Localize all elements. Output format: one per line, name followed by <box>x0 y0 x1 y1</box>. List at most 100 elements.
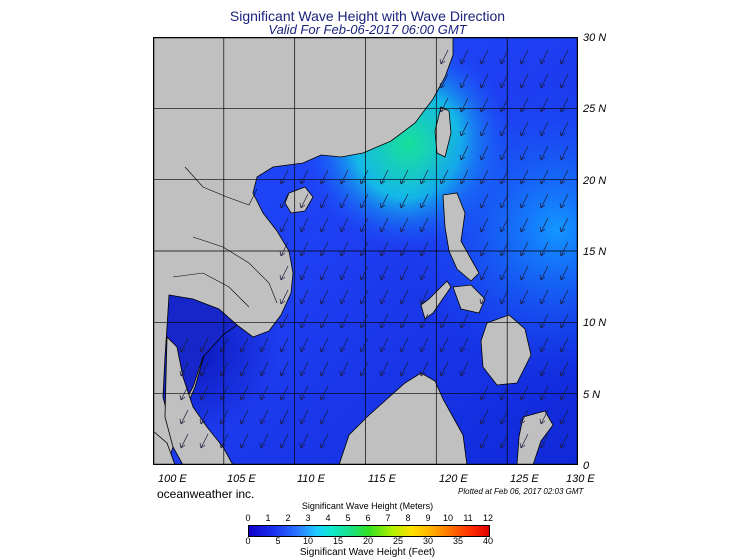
wave-arrow-head <box>520 180 526 185</box>
wave-arrow-head <box>360 348 366 353</box>
wave-arrow-head <box>300 204 306 209</box>
wave-arrow-head <box>379 298 382 305</box>
wave-arrow-head <box>419 202 422 209</box>
wave-arrow-head <box>400 180 406 185</box>
wave-arrow-head <box>320 228 326 233</box>
wave-arrow <box>400 193 409 209</box>
wave-arrow-head <box>459 130 462 137</box>
wave-arrow-head <box>519 418 522 425</box>
lat-label-25n: 25 N <box>583 103 607 115</box>
wave-arrow-head <box>559 274 562 281</box>
wave-arrow <box>280 169 289 185</box>
wave-arrow-head <box>519 154 522 161</box>
wave-arrow <box>460 169 469 185</box>
wave-arrow-head <box>399 250 402 257</box>
wave-arrow-head <box>540 252 546 257</box>
land-mindanao <box>480 314 532 386</box>
wave-arrow-head <box>559 226 562 233</box>
wave-arrow-head <box>480 156 486 161</box>
wave-arrow <box>460 73 469 89</box>
wave-arrow-head <box>300 300 306 305</box>
wave-arrow-head <box>540 300 546 305</box>
wave-arrow-head <box>220 348 226 353</box>
wave-arrow <box>340 193 349 209</box>
wave-arrow-head <box>520 228 526 233</box>
wave-arrow <box>420 265 429 281</box>
wave-arrow <box>560 361 569 377</box>
wave-arrow-head <box>420 180 426 185</box>
wave-arrow-head <box>479 178 482 185</box>
wave-arrow-head <box>480 204 486 209</box>
wave-arrow <box>480 217 489 233</box>
wave-arrow <box>520 409 529 425</box>
wave-arrow-head <box>560 372 566 377</box>
wave-arrow <box>360 361 369 377</box>
wave-arrow-head <box>340 180 346 185</box>
wave-arrow-head <box>279 346 282 353</box>
wave-arrow <box>360 289 369 305</box>
wave-arrow-head <box>540 324 546 329</box>
wave-arrow-head <box>359 346 362 353</box>
wave-arrow-head <box>299 418 302 425</box>
wave-arrow <box>380 313 389 329</box>
wave-arrow-head <box>260 396 266 401</box>
wave-arrow-head <box>199 346 202 353</box>
wave-arrow-head <box>540 444 546 449</box>
wave-arrow <box>180 361 189 377</box>
wave-arrow <box>320 337 329 353</box>
wave-arrow-head <box>259 418 262 425</box>
wave-map <box>153 37 578 465</box>
wave-arrow <box>500 409 509 425</box>
wave-arrow <box>340 361 349 377</box>
wave-arrow-head <box>460 60 466 65</box>
wave-arrow-head <box>259 346 262 353</box>
wave-arrow-head <box>439 82 442 89</box>
land-hainan <box>284 186 314 214</box>
wave-arrow <box>280 337 289 353</box>
wave-arrow-head <box>559 202 562 209</box>
wave-arrow-head <box>520 108 526 113</box>
wave-arrow-head <box>500 204 506 209</box>
wave-arrow <box>560 409 569 425</box>
wave-arrow <box>480 409 489 425</box>
wave-arrow-head <box>499 58 502 65</box>
lon-label-105e: 105 E <box>227 473 256 485</box>
wave-arrow <box>300 385 309 401</box>
wave-arrow <box>260 385 269 401</box>
wave-arrow-head <box>479 106 482 113</box>
wave-arrow-head <box>300 276 306 281</box>
wave-arrow <box>400 361 409 377</box>
wave-arrow <box>280 289 289 305</box>
wave-arrow-head <box>260 372 266 377</box>
wave-arrow-head <box>219 370 222 377</box>
wave-arrow <box>320 193 329 209</box>
wave-arrow-head <box>319 370 322 377</box>
wave-arrow <box>420 193 429 209</box>
wave-arrow-head <box>279 442 282 449</box>
wave-arrow-head <box>199 442 202 449</box>
wave-arrow-head <box>420 228 426 233</box>
wave-arrow <box>560 433 569 449</box>
wave-arrow <box>320 169 329 185</box>
wave-arrow-head <box>419 298 422 305</box>
wave-arrow <box>540 193 549 209</box>
wave-arrow <box>460 97 469 113</box>
wave-arrow <box>280 241 289 257</box>
wave-arrow <box>440 313 449 329</box>
lon-label-120e: 120 E <box>439 473 468 485</box>
wave-arrow-head <box>560 84 566 89</box>
wave-arrow-head <box>500 180 506 185</box>
wave-arrow-head <box>559 58 562 65</box>
wave-arrow-head <box>200 420 206 425</box>
wave-arrow-head <box>520 156 526 161</box>
wave-arrow-head <box>320 204 326 209</box>
wave-arrow <box>560 241 569 257</box>
wave-arrow-head <box>559 418 562 425</box>
wave-arrow-head <box>540 132 546 137</box>
wave-arrow-head <box>239 442 242 449</box>
wave-arrow-head <box>540 204 546 209</box>
lat-label-20n: 20 N <box>583 175 607 187</box>
wave-arrow <box>340 241 349 257</box>
wave-arrow-head <box>499 130 502 137</box>
wave-arrow-head <box>239 394 242 401</box>
